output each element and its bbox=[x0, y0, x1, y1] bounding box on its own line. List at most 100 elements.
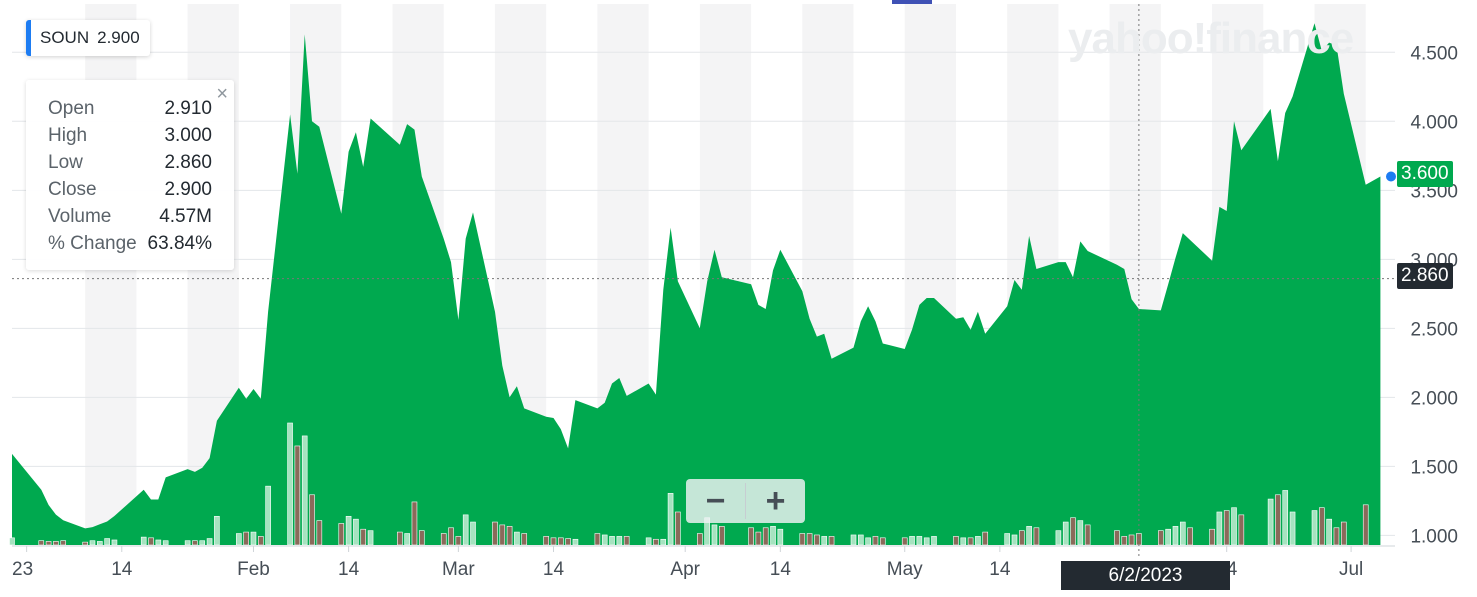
volume-bar bbox=[506, 526, 513, 546]
volume-bar bbox=[1267, 498, 1274, 546]
volume-bar bbox=[1055, 530, 1062, 546]
volume-bars bbox=[9, 422, 1369, 546]
volume-bar bbox=[872, 536, 879, 546]
volume-bar bbox=[1172, 526, 1179, 546]
volume-bar bbox=[1238, 514, 1245, 546]
volume-bar bbox=[1179, 521, 1186, 546]
zoom-controls: − + bbox=[686, 479, 805, 523]
volume-bar bbox=[492, 521, 498, 546]
last-price-label: 3.600 bbox=[1397, 161, 1453, 187]
tooltip-row-high: High 3.000 bbox=[48, 125, 212, 149]
tooltip-value: 2.860 bbox=[164, 152, 212, 173]
volume-bar bbox=[806, 533, 813, 546]
volume-bar bbox=[1070, 517, 1076, 546]
tooltip-row-change: % Change 63.84% bbox=[48, 233, 212, 257]
volume-bar bbox=[53, 541, 59, 546]
tooltip-value: 3.000 bbox=[164, 125, 212, 146]
volume-bar bbox=[60, 540, 67, 546]
volume-bar bbox=[1319, 507, 1325, 546]
volume-bar bbox=[850, 534, 857, 546]
y-tick-label: 2.500 bbox=[1410, 319, 1458, 340]
tooltip-row-close: Close 2.900 bbox=[48, 179, 212, 203]
last-price-dot bbox=[1386, 171, 1396, 182]
volume-bar bbox=[821, 536, 828, 546]
volume-bar bbox=[309, 494, 315, 546]
volume-bar bbox=[1289, 511, 1296, 546]
volume-bar bbox=[1158, 530, 1164, 546]
zoom-out-button[interactable]: − bbox=[705, 481, 726, 520]
volume-bar bbox=[755, 531, 762, 546]
yahoo-finance-watermark: yahoo!finance bbox=[1068, 14, 1354, 63]
volume-bar bbox=[1275, 494, 1281, 546]
volume-bar bbox=[916, 536, 923, 546]
volume-bar bbox=[653, 538, 659, 546]
volume-bar bbox=[609, 536, 615, 546]
tooltip-label: High bbox=[48, 125, 88, 146]
volume-bar bbox=[521, 533, 528, 546]
symbol-price: 2.900 bbox=[97, 28, 140, 47]
y-tick-label: 2.000 bbox=[1410, 388, 1458, 409]
volume-bar bbox=[353, 518, 359, 546]
x-tick-label: 14 bbox=[543, 559, 565, 580]
top-tab-marker bbox=[892, 0, 932, 4]
x-tick-label: Mar bbox=[442, 559, 475, 580]
volume-bar bbox=[345, 515, 352, 546]
volume-bar bbox=[1165, 528, 1171, 546]
crosshair-price-label: 2.860 bbox=[1397, 263, 1453, 289]
volume-bar bbox=[499, 524, 506, 546]
volume-bar bbox=[360, 528, 367, 546]
volume-bar bbox=[257, 536, 264, 546]
volume-bar bbox=[418, 530, 425, 546]
volume-bar bbox=[799, 533, 806, 546]
tooltip-value: 4.57M bbox=[159, 206, 212, 227]
volume-bar bbox=[1011, 534, 1018, 546]
tooltip-label: Open bbox=[48, 98, 95, 119]
volume-bar bbox=[1362, 504, 1369, 546]
volume-bar bbox=[858, 534, 864, 546]
x-tick-label: Jul bbox=[1339, 559, 1363, 580]
volume-bar bbox=[404, 533, 410, 546]
tooltip-label: Close bbox=[48, 179, 97, 200]
volume-bar bbox=[104, 538, 110, 546]
volume-bar bbox=[675, 511, 681, 546]
volume-bar bbox=[601, 534, 608, 546]
x-tick-label: May bbox=[887, 559, 923, 580]
volume-bar bbox=[462, 514, 469, 546]
volume-bar bbox=[250, 531, 257, 546]
volume-bar bbox=[565, 538, 571, 546]
zoom-separator bbox=[745, 483, 746, 519]
volume-bar bbox=[660, 538, 667, 546]
volume-bar bbox=[206, 538, 213, 546]
tooltip-row-open: Open 2.910 bbox=[48, 98, 212, 122]
volume-bar bbox=[1084, 524, 1091, 546]
tooltip-row-volume: Volume 4.57M bbox=[48, 206, 212, 230]
volume-bar bbox=[1114, 530, 1120, 546]
volume-bar bbox=[865, 537, 871, 546]
volume-bar bbox=[140, 536, 147, 546]
volume-bar bbox=[1311, 510, 1318, 546]
volume-bar bbox=[975, 536, 981, 546]
x-tick-label: 14 bbox=[770, 559, 792, 580]
volume-bar bbox=[294, 445, 301, 546]
volume-bar bbox=[1004, 533, 1010, 546]
volume-bar bbox=[243, 531, 249, 546]
volume-bar bbox=[1231, 507, 1237, 546]
volume-bar bbox=[748, 527, 754, 546]
volume-bar bbox=[367, 530, 374, 546]
zoom-in-button[interactable]: + bbox=[765, 481, 786, 520]
volume-bar bbox=[982, 531, 989, 546]
symbol-legend[interactable]: SOUN 2.900 bbox=[26, 20, 150, 56]
tooltip-label: % Change bbox=[48, 233, 137, 254]
volume-bar bbox=[828, 536, 835, 546]
close-icon[interactable]: × bbox=[216, 83, 228, 105]
ohlc-tooltip: × Open 2.910 High 3.000 Low 2.860 Close … bbox=[26, 80, 234, 270]
volume-bar bbox=[879, 537, 886, 546]
volume-bar bbox=[184, 540, 191, 546]
volume-bar bbox=[623, 536, 630, 546]
volume-bar bbox=[667, 493, 674, 546]
volume-bar bbox=[931, 536, 937, 546]
volume-bar bbox=[448, 527, 454, 546]
volume-bar bbox=[155, 539, 162, 546]
